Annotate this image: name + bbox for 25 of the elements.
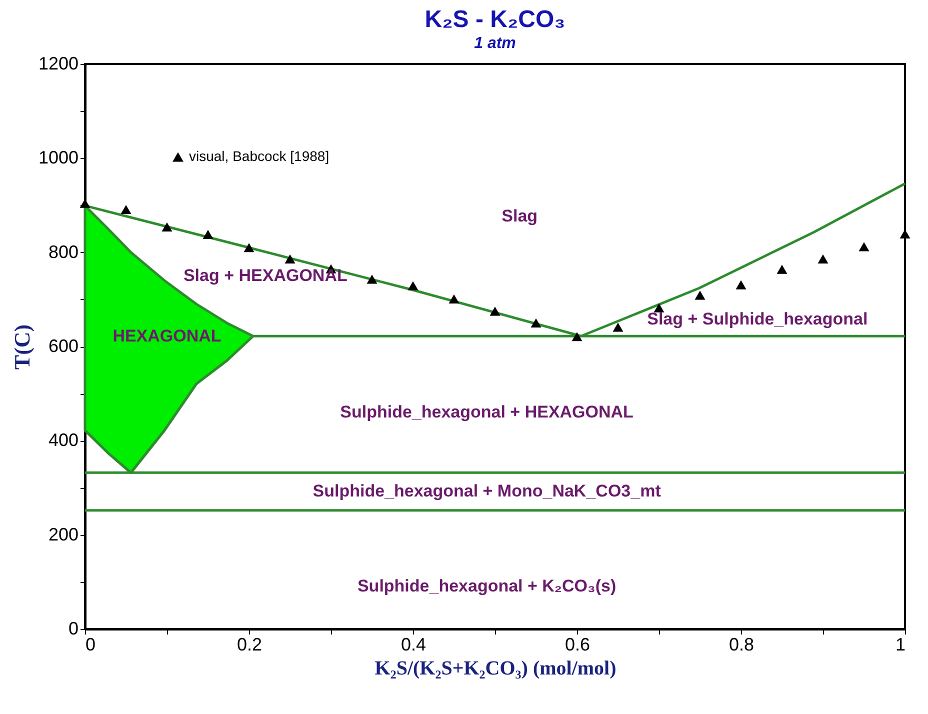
- annotation: Sulphide_hexagonal + Mono_NaK_CO3_mt: [312, 482, 662, 501]
- y-tick-label: 200: [48, 524, 78, 544]
- chart-title: K₂S - K₂CO₃: [424, 6, 566, 33]
- x-tick-label: 0.4: [400, 634, 426, 654]
- annotation: Sulphide_hexagonal + HEXAGONAL: [340, 402, 634, 422]
- y-tick-label: 800: [48, 242, 78, 262]
- annotation: HEXAGONAL: [112, 326, 222, 346]
- y-tick-label: 1200: [38, 54, 78, 74]
- y-axis-title: T(C): [9, 324, 34, 370]
- x-tick-label: 1: [895, 634, 906, 654]
- x-tick-label: 0.6: [564, 634, 590, 654]
- x-tick-label: 0: [86, 634, 96, 654]
- x-tick-label: 0.8: [728, 634, 754, 654]
- annotation: Sulphide_hexagonal + K₂CO₃(s): [357, 576, 616, 596]
- y-tick-label: 1000: [38, 148, 78, 168]
- chart-subtitle: 1 atm: [474, 35, 516, 52]
- legend-label: visual, Babcock [1988]: [189, 148, 330, 164]
- annotation: Slag + Sulphide_hexagonal: [647, 309, 868, 328]
- x-tick-label: 0.2: [236, 634, 262, 654]
- y-tick-label: 0: [68, 618, 78, 638]
- annotation: Slag + HEXAGONAL: [183, 266, 348, 285]
- annotation: Slag: [502, 206, 538, 226]
- y-tick-label: 400: [48, 430, 78, 450]
- x-axis-title: K₂S/(K₂S+K₂CO₃) (mol/mol): [374, 658, 616, 680]
- y-tick-label: 600: [48, 336, 78, 356]
